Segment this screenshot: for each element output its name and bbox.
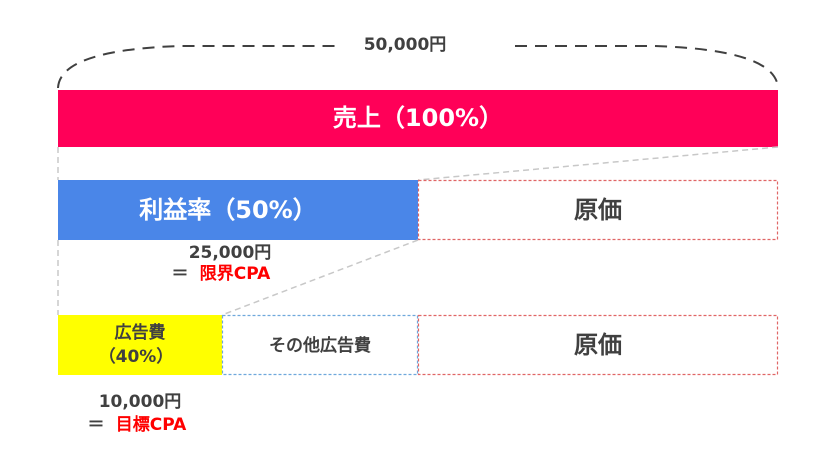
equals: ＝ [88, 415, 105, 435]
other-ad-label: その他広告費 [269, 335, 371, 356]
total-label: 50,000円 [364, 35, 447, 55]
cost-label: 原価 [574, 331, 622, 359]
cost-label: 原価 [574, 196, 622, 224]
cost-box [417, 314, 779, 376]
brace-left [57, 45, 340, 89]
ad-label: 広告費 [115, 322, 166, 343]
ad-bar [58, 315, 222, 375]
connector [221, 239, 419, 316]
sales-bar [58, 90, 778, 147]
target-amount: 10,000円 [99, 392, 182, 412]
other-ad-box [221, 314, 419, 376]
limit-cpa: 限界CPA [200, 264, 271, 284]
ad-percent: （40%） [99, 346, 174, 367]
target-cpa: 目標CPA [116, 414, 187, 435]
limit-amount: 25,000円 [189, 243, 272, 263]
cost-box [417, 179, 779, 241]
sales-label: 売上（100%） [333, 104, 503, 132]
equals: ＝ [172, 264, 189, 284]
profit-label: 利益率（50%） [139, 196, 316, 224]
connector [417, 146, 779, 181]
brace-right [515, 45, 779, 89]
profit-bar [58, 180, 418, 240]
